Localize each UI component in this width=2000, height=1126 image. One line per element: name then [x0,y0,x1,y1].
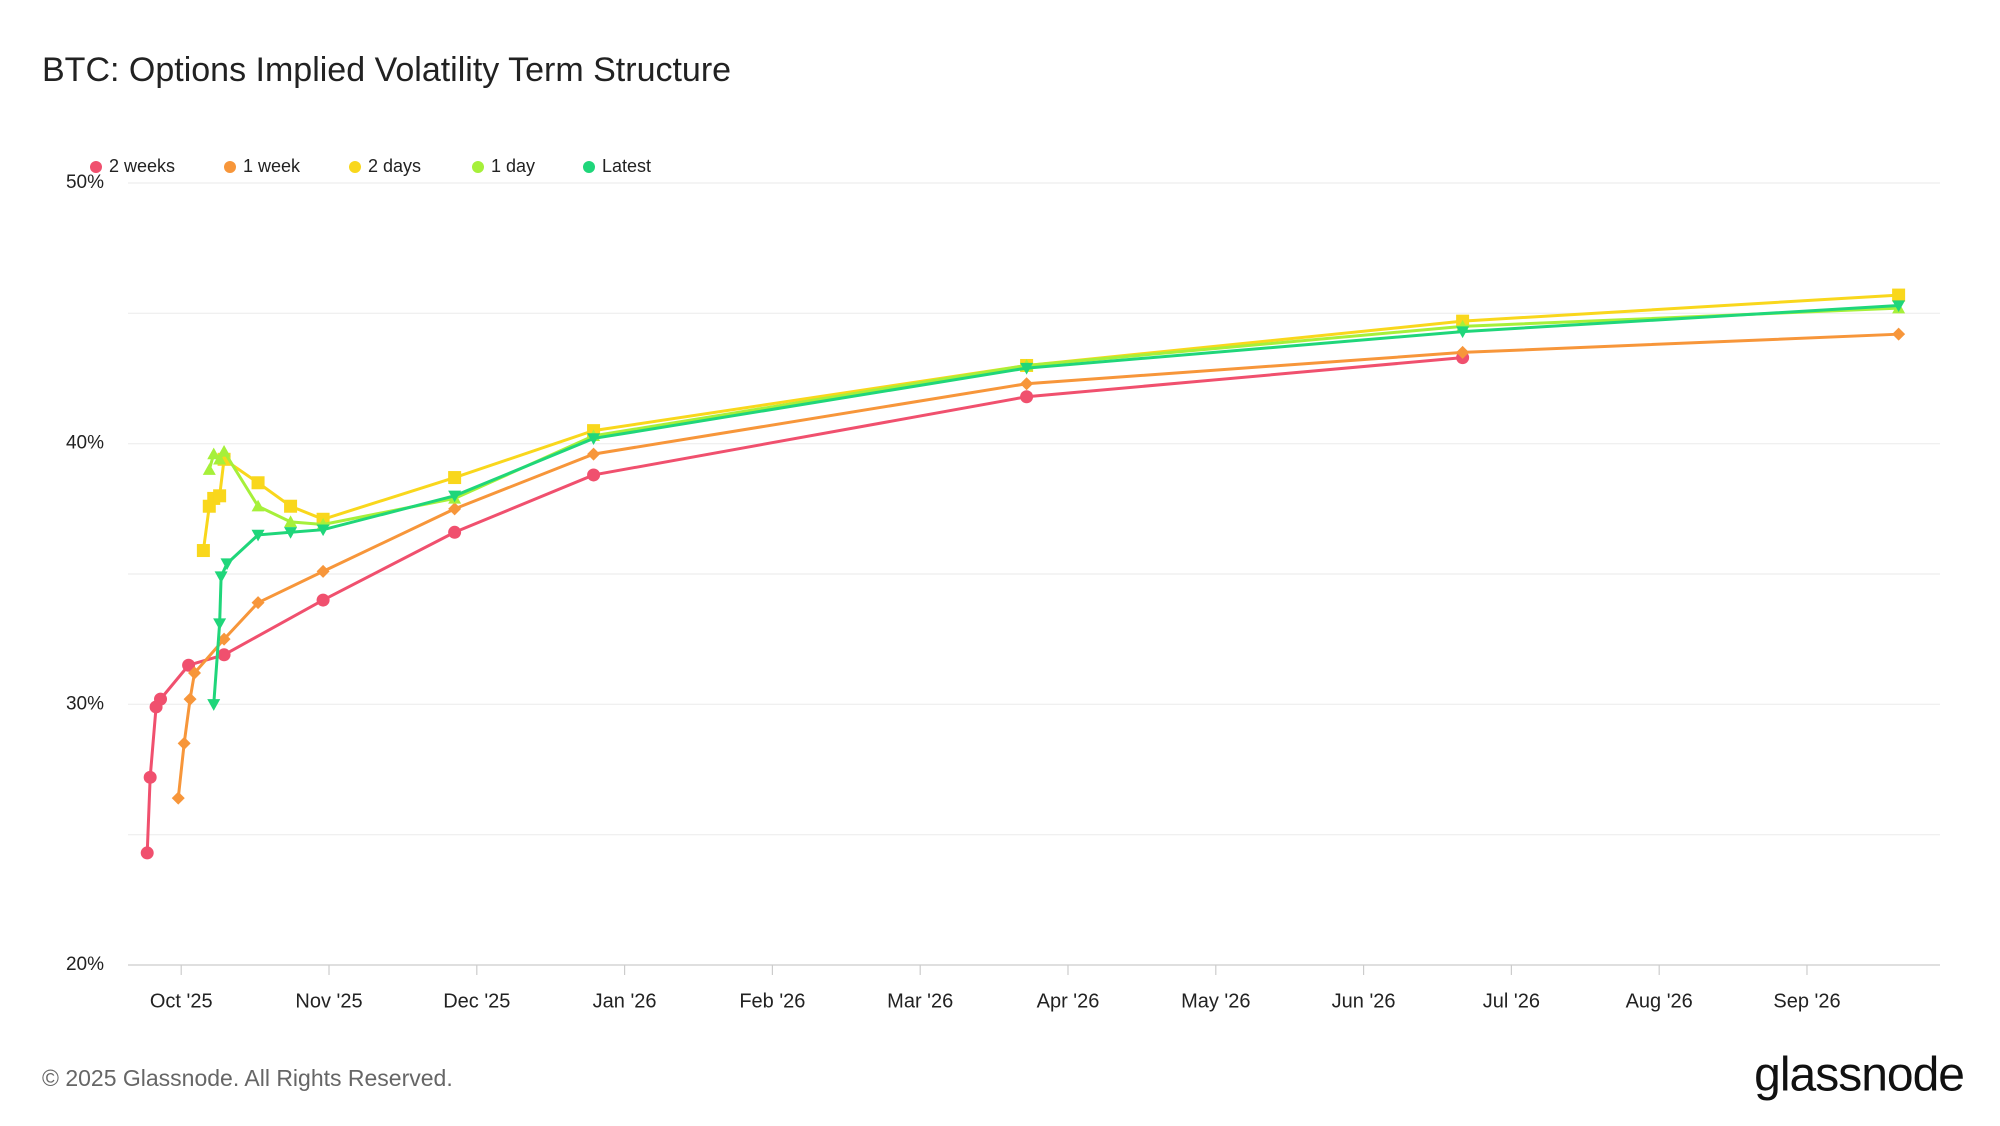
marker [316,593,330,607]
marker [251,476,265,490]
legend-label: 1 day [491,156,535,176]
marker [188,666,202,680]
marker [213,452,227,465]
marker [316,524,330,537]
series-line [212,304,1899,705]
marker [448,490,462,503]
x-tick-label: Jan '26 [593,990,657,1012]
legend-swatch [583,161,595,173]
x-tick-label: Mar '26 [887,990,953,1012]
marker [1892,288,1906,302]
x-tick-label: Jun '26 [1332,990,1396,1012]
x-tick-label: Dec '25 [443,990,510,1012]
marker [207,699,221,711]
marker [217,648,231,662]
marker [183,692,197,706]
marker [220,558,234,571]
legend-label: 2 days [368,156,421,176]
marker [587,468,601,482]
marker [316,564,330,578]
marker [251,596,265,610]
marker [143,770,157,784]
marker [1456,345,1470,359]
marker [284,515,298,528]
marker [587,447,601,461]
legend-label: Latest [602,156,651,176]
x-tick-label: Aug '26 [1626,990,1693,1012]
marker [207,447,221,460]
marker [448,471,462,485]
marker [1892,300,1906,313]
marker [213,489,227,503]
x-tick-label: Apr '26 [1037,990,1100,1012]
marker [1456,326,1470,339]
y-tick-label: 50% [66,172,104,193]
marker [182,658,196,672]
x-tick-label: Jul '26 [1483,990,1540,1012]
marker [202,463,216,475]
logo: glassnode [1754,1049,1964,1102]
legend-label: 2 weeks [109,156,175,176]
marker [1020,390,1034,404]
marker [140,846,154,860]
x-tick-label: Feb '26 [739,990,805,1012]
x-tick-label: Sep '26 [1773,990,1840,1012]
y-tick-label: 20% [66,954,104,975]
x-tick-label: May '26 [1181,990,1250,1012]
x-tick-label: Oct '25 [150,990,213,1012]
marker [284,527,298,539]
series-line [176,332,1899,799]
marker [196,544,210,558]
marker [154,692,168,706]
legend-label: 1 week [243,156,301,176]
marker [1020,377,1034,391]
chart-title: BTC: Options Implied Volatility Term Str… [42,51,731,89]
x-tick-label: Nov '25 [295,990,362,1012]
y-tick-label: 40% [66,433,104,454]
marker [448,502,462,516]
marker [587,433,601,445]
footer: © 2025 Glassnode. All Rights Reserved. [42,1065,453,1091]
legend-swatch [224,161,236,173]
marker [217,632,231,646]
marker [213,618,227,631]
marker [177,736,191,750]
series-line [145,356,1463,853]
marker [251,499,265,512]
y-tick-label: 30% [66,693,104,714]
marker [251,529,265,542]
marker [448,525,462,539]
marker [1020,362,1034,375]
legend-swatch [90,161,102,173]
legend-swatch [472,161,484,173]
marker [214,571,228,584]
marker [1892,327,1906,341]
legend-swatch [349,161,361,173]
marker [217,444,231,457]
marker [171,791,185,805]
marker [284,499,298,513]
